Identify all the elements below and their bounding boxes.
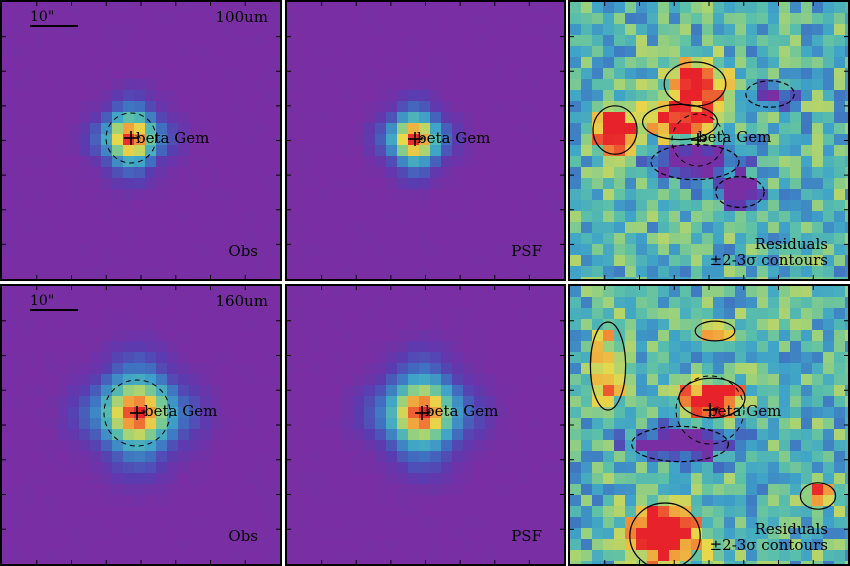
residuals-100um-panel: * beta Gem Residuals ±2-3σ contours bbox=[568, 0, 850, 281]
obs-100um-image: * bbox=[2, 2, 280, 279]
residuals-100um-image: * bbox=[570, 2, 848, 279]
svg-text:*: * bbox=[702, 134, 708, 148]
psf-160um-image: * bbox=[287, 286, 564, 564]
residuals-label-line1: Residuals bbox=[754, 235, 828, 253]
obs-label: Obs bbox=[228, 527, 258, 545]
star-label: beta Gem bbox=[144, 402, 218, 420]
psf-100um-image: * bbox=[287, 2, 564, 279]
star-label: beta Gem bbox=[698, 128, 772, 146]
residuals-160um-image: * bbox=[570, 286, 848, 564]
svg-text:*: * bbox=[426, 407, 432, 421]
obs-100um-panel: * 10" 100um beta Gem Obs bbox=[0, 0, 282, 281]
psf-160um-panel: * beta Gem PSF bbox=[285, 284, 566, 566]
psf-label: PSF bbox=[511, 527, 542, 545]
svg-text:*: * bbox=[419, 133, 425, 147]
scale-bar bbox=[30, 309, 78, 311]
obs-160um-image: * bbox=[2, 286, 280, 564]
scale-bar-label: 10" bbox=[30, 293, 55, 309]
scale-bar bbox=[30, 25, 78, 27]
star-label: beta Gem bbox=[425, 402, 499, 420]
star-label: beta Gem bbox=[417, 129, 491, 147]
obs-label: Obs bbox=[228, 242, 258, 260]
star-label: beta Gem bbox=[136, 129, 210, 147]
residuals-label-line2: ±2-3σ contours bbox=[709, 251, 828, 269]
star-label: beta Gem bbox=[708, 402, 782, 420]
svg-text:*: * bbox=[135, 132, 141, 146]
psf-100um-panel: * beta Gem PSF bbox=[285, 0, 566, 281]
residuals-label: Residuals ±2-3σ contours bbox=[710, 236, 828, 268]
residuals-label-line1: Residuals bbox=[754, 520, 828, 538]
svg-text:*: * bbox=[141, 407, 147, 421]
residuals-label: Residuals ±2-3σ contours bbox=[710, 521, 828, 553]
svg-text:*: * bbox=[714, 404, 720, 418]
residuals-label-line2: ±2-3σ contours bbox=[709, 536, 828, 554]
residuals-160um-panel: * beta Gem Residuals ±2-3σ contours bbox=[568, 284, 850, 566]
band-label: 160um bbox=[215, 292, 268, 310]
band-label: 100um bbox=[215, 8, 268, 26]
psf-label: PSF bbox=[511, 242, 542, 260]
scale-bar-label: 10" bbox=[30, 9, 55, 25]
obs-160um-panel: * 10" 160um beta Gem Obs bbox=[0, 284, 282, 566]
